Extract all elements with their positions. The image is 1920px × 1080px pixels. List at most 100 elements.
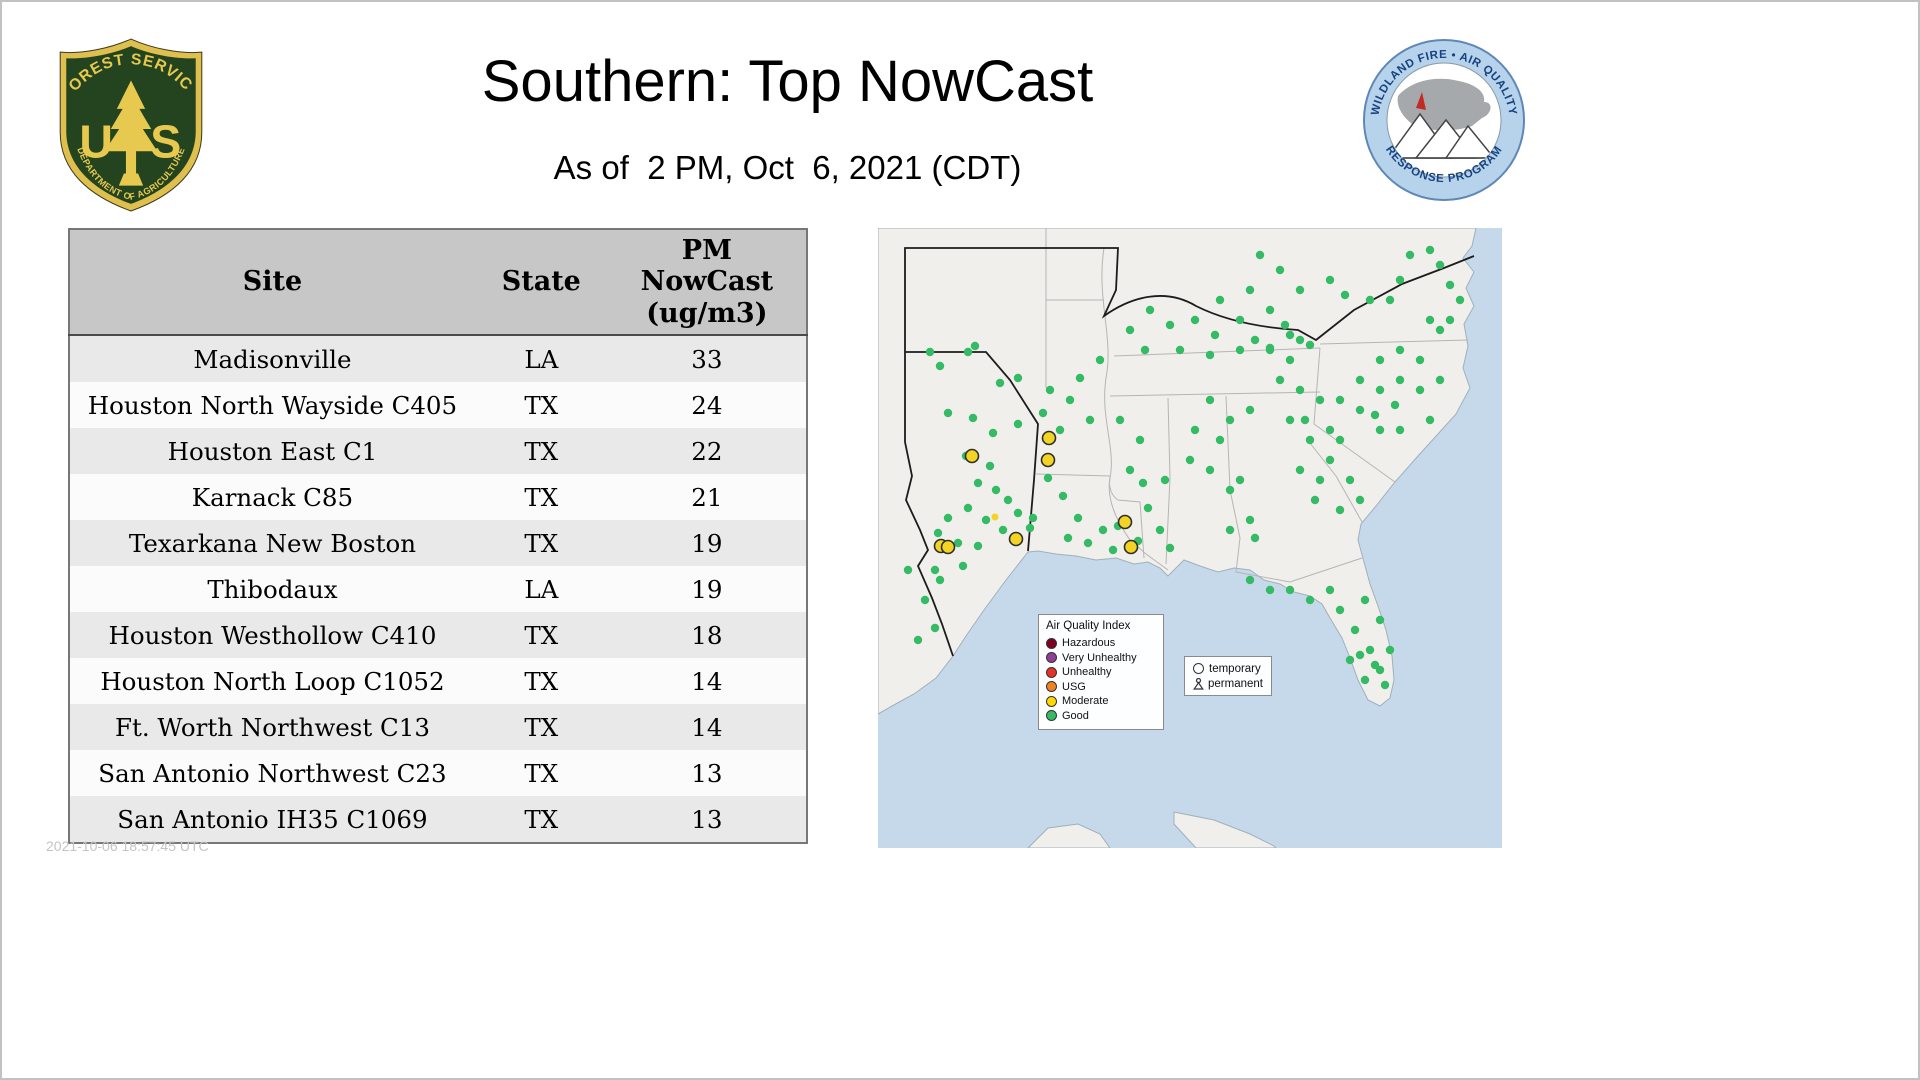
good-monitor-dot (1245, 575, 1255, 585)
fs-letter-u: U (79, 115, 113, 167)
good-monitor-dot (1405, 250, 1415, 260)
good-monitor-dot (998, 525, 1008, 535)
good-monitor-dot (1125, 325, 1135, 335)
good-monitor-dot (1280, 320, 1290, 330)
good-monitor-dot (963, 347, 973, 357)
good-monitor-dot (1360, 675, 1370, 685)
good-monitor-dot (1205, 465, 1215, 475)
moderate-temporary-monitors (933, 430, 1139, 555)
table-row: San Antonio IH35 C1069 TX 13 (69, 796, 807, 843)
marker-type-legend: temporary permanent (1184, 656, 1272, 696)
good-monitor-dot (1355, 375, 1365, 385)
good-monitor-dot (1205, 395, 1215, 405)
good-monitor-dot (1425, 315, 1435, 325)
good-monitor-dot (1055, 425, 1065, 435)
cell-state: TX (474, 428, 608, 474)
cell-site: San Antonio IH35 C1069 (69, 796, 475, 843)
nowcast-table-header: Site State PM NowCast (ug/m3) (69, 229, 807, 336)
moderate-temporary-circle (1041, 430, 1057, 446)
good-monitor-dot (1435, 375, 1445, 385)
good-monitor-dot (1160, 475, 1170, 485)
cell-state: TX (474, 704, 608, 750)
good-monitor-dot (1345, 655, 1355, 665)
table-row: Karnack C85 TX 21 (69, 474, 807, 520)
good-monitor-dot (958, 561, 968, 571)
good-monitor-dot (913, 635, 923, 645)
aqi-legend-label: Very Unhealthy (1062, 651, 1137, 664)
cell-value: 24 (607, 382, 807, 428)
good-monitor-dot (1390, 400, 1400, 410)
good-monitors (903, 245, 1465, 690)
good-monitor-dot (1255, 250, 1265, 260)
good-monitor-dot (1375, 615, 1385, 625)
good-monitor-dot (1335, 395, 1345, 405)
generation-timestamp: 2021-10-06 18:57:45 UTC (46, 838, 209, 854)
good-monitor-dot (1285, 585, 1295, 595)
good-monitor-dot (1385, 645, 1395, 655)
good-monitor-dot (1315, 475, 1325, 485)
good-monitor-dot (1235, 345, 1245, 355)
good-monitor-dot (995, 378, 1005, 388)
good-monitor-dot (1138, 478, 1148, 488)
cell-site: Houston East C1 (69, 428, 475, 474)
good-monitor-dot (1083, 538, 1093, 548)
badge-art (1388, 78, 1498, 159)
map-canvas (878, 228, 1502, 848)
aqi-legend-label: Good (1062, 709, 1089, 722)
good-monitor-dot (1395, 375, 1405, 385)
good-monitor-dot (1325, 425, 1335, 435)
good-monitor-dot (1225, 485, 1235, 495)
wfaqrp-badge: WILDLAND FIRE • AIR QUALITY RESPONSE PRO… (1363, 39, 1525, 201)
good-monitor-dot (1125, 465, 1135, 475)
aqi-legend-item: Unhealthy (1046, 665, 1156, 680)
moderate-temporary-circle (1040, 452, 1056, 468)
table-row: Thibodaux LA 19 (69, 566, 807, 612)
aqi-legend-item: Moderate (1046, 694, 1156, 709)
good-monitor-dot (920, 595, 930, 605)
good-monitor-dot (1025, 523, 1035, 533)
good-monitor-dot (968, 413, 978, 423)
aqi-legend-dot-icon (1046, 681, 1057, 693)
good-monitor-dot (1145, 305, 1155, 315)
good-monitor-dot (1058, 491, 1068, 501)
moderate-permanent-monitors (991, 513, 999, 521)
cell-state: TX (474, 520, 608, 566)
good-monitor-dot (1210, 330, 1220, 340)
good-monitor-dot (1360, 595, 1370, 605)
good-monitor-dot (1305, 435, 1315, 445)
moderate-permanent-dot (991, 513, 999, 521)
page-subtitle: As of 2 PM, Oct 6, 2021 (CDT) (553, 149, 1022, 186)
good-monitor-dot (943, 408, 953, 418)
cell-state: TX (474, 474, 608, 520)
good-monitor-dot (1335, 505, 1345, 515)
good-monitor-dot (1165, 543, 1175, 553)
good-monitor-dot (1295, 385, 1305, 395)
forest-service-shield: FOREST SERVICE U S DEPARTMENT OF AGRICUL… (46, 23, 203, 212)
good-monitor-dot (1305, 595, 1315, 605)
aqi-legend-title: Air Quality Index (1046, 620, 1131, 632)
good-monitor-dot (1013, 373, 1023, 383)
good-monitor-dot (963, 503, 973, 513)
good-monitor-dot (1190, 315, 1200, 325)
column-header-pm-nowcast: PM NowCast (ug/m3) (607, 229, 807, 336)
aqi-legend-item: Good (1046, 709, 1156, 724)
table-row: San Antonio Northwest C23 TX 13 (69, 750, 807, 796)
good-monitor-dot (1305, 340, 1315, 350)
good-monitor-dot (1235, 315, 1245, 325)
cell-value: 14 (607, 658, 807, 704)
good-monitor-dot (1003, 495, 1013, 505)
cell-state: TX (474, 382, 608, 428)
aqi-legend-label: Unhealthy (1062, 666, 1112, 679)
aqi-legend-item: Very Unhealthy (1046, 651, 1156, 666)
good-monitor-dot (1355, 405, 1365, 415)
aqi-map: Air Quality Index Hazardous Very Unhealth… (878, 228, 1502, 848)
good-monitor-dot (1425, 415, 1435, 425)
good-monitor-dot (1395, 345, 1405, 355)
cell-state: TX (474, 658, 608, 704)
good-monitor-dot (1355, 495, 1365, 505)
good-monitor-dot (1445, 280, 1455, 290)
aqi-legend-dot-icon (1046, 710, 1057, 722)
forest-service-logo: FOREST SERVICE U S DEPARTMENT OF AGRICUL… (46, 23, 210, 219)
good-monitor-dot (1325, 585, 1335, 595)
good-monitor-dot (1245, 405, 1255, 415)
